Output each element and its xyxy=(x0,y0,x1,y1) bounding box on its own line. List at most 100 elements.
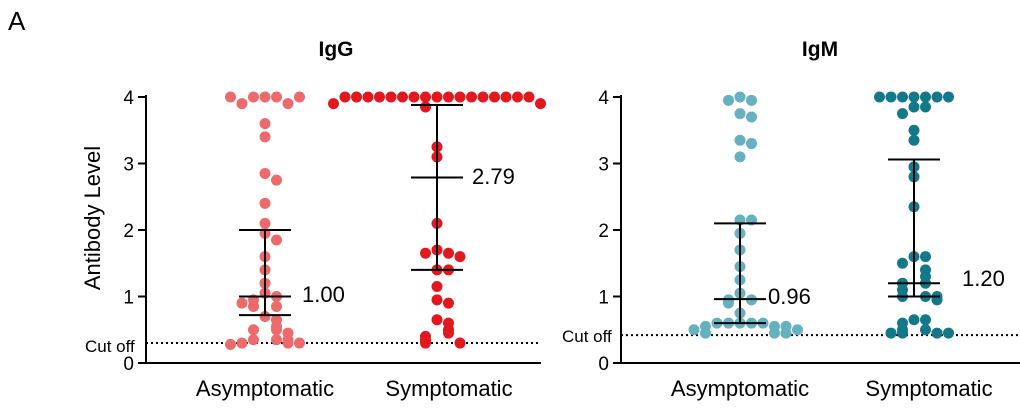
data-point xyxy=(374,91,385,103)
data-point xyxy=(920,101,931,113)
data-point xyxy=(477,91,489,103)
data-point xyxy=(943,327,954,339)
category-label-igm-symptomatic: Symptomatic xyxy=(865,376,992,401)
data-point xyxy=(746,111,757,123)
data-point xyxy=(271,91,282,103)
data-point xyxy=(523,91,535,103)
data-point xyxy=(688,324,700,336)
data-point xyxy=(225,338,236,350)
data-point xyxy=(734,91,746,103)
data-point xyxy=(908,124,920,136)
median-label-igg-symptomatic: 2.79 xyxy=(472,164,515,189)
y-tick-label-igg: 1 xyxy=(123,288,134,309)
data-point xyxy=(512,91,523,103)
data-point xyxy=(734,151,746,163)
data-point xyxy=(420,247,431,259)
data-point xyxy=(236,337,248,349)
data-point xyxy=(420,337,431,349)
data-point xyxy=(920,251,931,263)
data-point xyxy=(248,324,259,336)
data-point xyxy=(271,300,282,312)
data-point xyxy=(489,91,500,103)
data-point xyxy=(500,91,512,103)
data-point xyxy=(259,217,271,229)
cutoff-label-igm: Cut off xyxy=(562,327,612,346)
data-point xyxy=(385,91,397,103)
data-point xyxy=(443,91,454,103)
data-point xyxy=(420,91,431,103)
cutoff-label-igg: Cut off xyxy=(85,337,135,356)
median-label-igm-symptomatic: 1.20 xyxy=(962,266,1005,291)
data-point xyxy=(339,91,351,103)
data-point xyxy=(908,91,920,103)
data-point xyxy=(792,324,803,336)
data-point xyxy=(259,197,271,209)
y-tick-label-igg: 2 xyxy=(123,221,134,242)
data-point xyxy=(294,91,305,103)
data-point xyxy=(271,334,282,346)
data-point xyxy=(723,94,734,106)
data-point xyxy=(920,324,931,336)
data-point xyxy=(271,234,282,246)
data-point xyxy=(259,131,271,143)
data-point xyxy=(466,91,477,103)
data-point xyxy=(443,327,454,339)
category-label-igg-symptomatic: Symptomatic xyxy=(385,376,512,401)
data-point xyxy=(920,91,931,103)
data-point xyxy=(874,91,885,103)
y-axis-label: Antibody Level xyxy=(80,146,105,290)
data-point xyxy=(734,108,746,120)
data-point xyxy=(746,94,757,106)
data-point xyxy=(259,310,271,322)
data-point xyxy=(454,251,466,263)
data-point xyxy=(908,314,920,326)
y-tick-label-igm: 0 xyxy=(598,354,609,375)
data-point xyxy=(885,91,897,103)
data-point xyxy=(259,91,271,103)
data-point xyxy=(908,134,920,146)
data-point xyxy=(408,91,420,103)
data-point xyxy=(351,91,362,103)
y-tick-label-igg: 0 xyxy=(123,354,134,375)
data-point xyxy=(931,327,943,339)
data-point xyxy=(248,91,259,103)
data-point xyxy=(282,98,294,110)
data-point xyxy=(271,324,282,336)
data-point xyxy=(943,91,954,103)
data-point xyxy=(294,337,305,349)
y-tick-label-igm: 4 xyxy=(598,88,609,109)
data-point xyxy=(236,297,248,309)
data-point xyxy=(248,334,259,346)
data-point xyxy=(236,98,248,110)
data-point xyxy=(723,297,734,309)
median-label-igm-asymptomatic: 0.96 xyxy=(768,284,811,309)
data-point xyxy=(443,247,454,259)
data-point xyxy=(443,297,454,309)
data-point xyxy=(920,314,931,326)
data-point xyxy=(259,167,271,179)
y-tick-label-igm: 3 xyxy=(598,155,609,176)
data-point xyxy=(908,101,920,113)
data-point xyxy=(397,91,408,103)
data-point xyxy=(431,314,443,326)
data-point xyxy=(431,91,443,103)
data-point xyxy=(897,108,908,120)
y-tick-label-igg: 3 xyxy=(123,155,134,176)
category-label-igg-asymptomatic: Asymptomatic xyxy=(196,376,334,401)
data-point xyxy=(259,118,271,130)
category-label-igm-asymptomatic: Asymptomatic xyxy=(671,376,809,401)
data-point xyxy=(328,98,339,110)
data-point xyxy=(420,101,431,113)
data-point xyxy=(362,91,374,103)
data-point xyxy=(931,91,943,103)
data-point xyxy=(700,327,711,339)
data-point xyxy=(271,174,282,186)
data-point xyxy=(454,91,466,103)
panel-label: A xyxy=(8,6,26,36)
data-point xyxy=(535,98,546,110)
chart-title-igg: IgG xyxy=(319,38,354,61)
data-point xyxy=(897,257,908,269)
data-point xyxy=(225,91,236,103)
chart-igg: IgG Antibody Level 0 1 2 3 4 Cut off Asympto… xyxy=(80,38,546,401)
